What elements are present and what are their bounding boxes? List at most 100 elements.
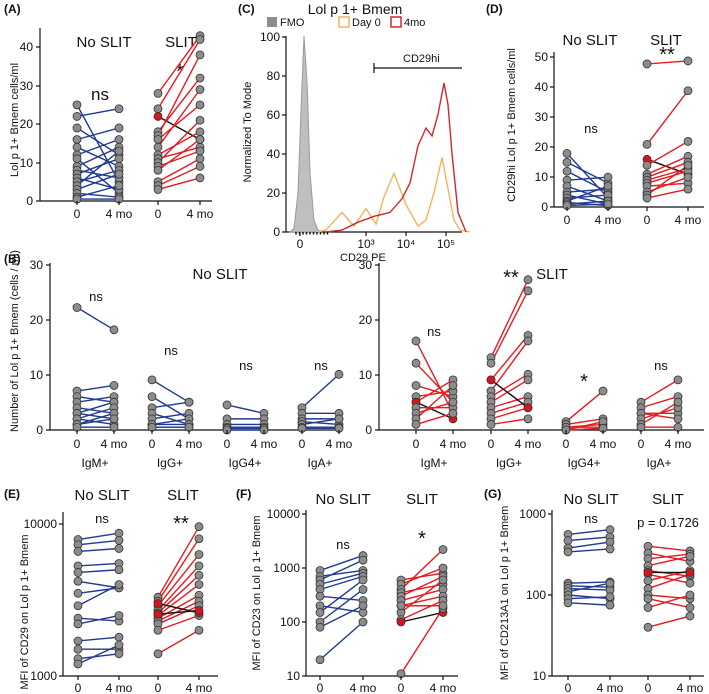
pair-line xyxy=(76,150,120,187)
panel-b2-yticks: 0 10 20 30 xyxy=(359,258,373,437)
data-point-baseline xyxy=(563,547,573,557)
pair-line xyxy=(76,401,115,414)
data-point-baseline xyxy=(153,142,163,152)
data-point-4mo xyxy=(605,592,615,602)
data-point-4mo xyxy=(114,104,124,114)
panel-c-ytick: 100 xyxy=(260,30,280,44)
panel-a-ylabel: Lol p 1+ Bmem cells/ml xyxy=(9,63,21,177)
panel-c-yticks: 0 20 40 60 80 100 xyxy=(260,30,280,239)
panel-b2-group-labels: 0 4 mo IgM+ ns 0 4 mo IgG+ ** 0 4 mo IgG… xyxy=(413,267,692,470)
pair-line xyxy=(157,131,201,156)
pair-line xyxy=(400,579,444,614)
data-point-4mo xyxy=(114,649,124,659)
panel-a-ytick: 10 xyxy=(20,156,34,170)
pair-line xyxy=(157,146,201,160)
pair-line xyxy=(301,420,340,426)
panel-c-xtick: 0 xyxy=(297,237,304,251)
group-label-igm: IgM+ xyxy=(420,456,447,470)
data-point-baseline xyxy=(642,160,652,170)
data-point-4mo xyxy=(438,575,448,585)
data-point-baseline xyxy=(153,135,163,144)
pair-line xyxy=(490,401,529,414)
pair-line xyxy=(77,653,120,660)
pair-line xyxy=(157,605,200,625)
panel-d-xticks: 0 4 mo 0 4 mo xyxy=(564,213,702,227)
panel-a-title-noslit: No SLIT xyxy=(76,34,131,51)
pair-line xyxy=(646,188,689,199)
panel-c-xtick: 10⁴ xyxy=(397,237,416,251)
panel-e-title-slit: SLIT xyxy=(167,487,199,504)
pair-line xyxy=(490,379,529,409)
data-point-4mo xyxy=(195,127,205,137)
pair-line xyxy=(400,588,444,602)
panel-e-yticks: 1000 10000 xyxy=(24,517,58,683)
panel-f-ytick: 100 xyxy=(280,615,300,629)
pair-line xyxy=(566,194,609,199)
pair-line xyxy=(76,192,120,198)
data-point-baseline xyxy=(73,636,83,646)
data-point-baseline xyxy=(73,588,83,598)
pair-line xyxy=(400,567,444,585)
data-point-4mo xyxy=(114,544,124,553)
data-point-4mo xyxy=(603,172,613,182)
data-point-4mo xyxy=(114,536,124,545)
data-point-4mo xyxy=(683,184,693,194)
pair-line xyxy=(567,594,611,600)
pair-line xyxy=(301,373,340,409)
pair-line xyxy=(567,581,611,584)
panel-e: (E) MFI of CD29 on Lol p 1+ Bmem No SLIT… xyxy=(4,487,218,694)
panel-g-xtick: 0 xyxy=(645,681,652,694)
pair-line xyxy=(157,594,200,619)
panel-d-xtick: 0 xyxy=(644,213,651,227)
pair-line xyxy=(567,536,611,542)
data-point-4mo xyxy=(114,528,124,538)
histogram-day0 xyxy=(315,157,471,233)
data-point-4mo xyxy=(598,386,608,396)
panel-f-ytick: 10000 xyxy=(267,507,301,521)
pair-line xyxy=(647,573,691,590)
data-point-baseline xyxy=(73,576,83,586)
pair-line xyxy=(647,594,691,609)
data-point-4mo xyxy=(194,550,204,559)
data-point-4mo xyxy=(603,181,613,191)
pair-line xyxy=(646,60,689,65)
panel-a-xtick: 4 mo xyxy=(106,207,133,221)
data-point-4mo xyxy=(195,146,205,156)
data-point-4mo xyxy=(184,397,194,407)
xtick-0: 0 xyxy=(413,437,420,451)
pair-line xyxy=(646,161,689,178)
pair-line xyxy=(76,407,115,420)
panel-f-sig-noslit: ns xyxy=(336,537,350,552)
pair-line xyxy=(77,583,120,607)
pair-line xyxy=(567,541,611,549)
xtick-0: 0 xyxy=(488,437,495,451)
data-point-4mo xyxy=(685,603,695,612)
legend-4mo-label: 4mo xyxy=(404,17,425,29)
panel-b1-yticks: 0 10 20 30 xyxy=(30,258,44,437)
data-point-4mo xyxy=(683,137,693,146)
pair-line xyxy=(319,588,364,623)
data-point-4mo xyxy=(195,135,205,144)
data-point-baseline xyxy=(643,622,653,632)
data-point-4mo xyxy=(673,375,683,385)
group-label-igg4: IgG4+ xyxy=(228,456,261,470)
data-point-baseline xyxy=(153,599,163,608)
data-point-4mo xyxy=(448,408,458,418)
pair-line xyxy=(646,164,689,196)
pair-line xyxy=(646,140,689,166)
pair-line xyxy=(157,574,200,614)
pair-line xyxy=(566,161,609,184)
panel-a-ytick: 0 xyxy=(26,194,33,208)
data-point-4mo xyxy=(109,381,119,390)
panel-g-ytick: 10 xyxy=(533,669,547,683)
panel-b1-ytick: 20 xyxy=(30,313,44,327)
data-point-4mo xyxy=(114,611,124,620)
data-point-baseline xyxy=(73,619,83,629)
panel-d-sig-noslit: ns xyxy=(584,121,598,136)
pair-line xyxy=(567,582,611,593)
data-point-baseline xyxy=(72,112,82,121)
panel-e-ytick: 1000 xyxy=(30,669,57,683)
panel-f-title-slit: SLIT xyxy=(406,491,438,508)
data-point-baseline xyxy=(562,166,572,176)
sig-igm: ns xyxy=(427,324,441,339)
